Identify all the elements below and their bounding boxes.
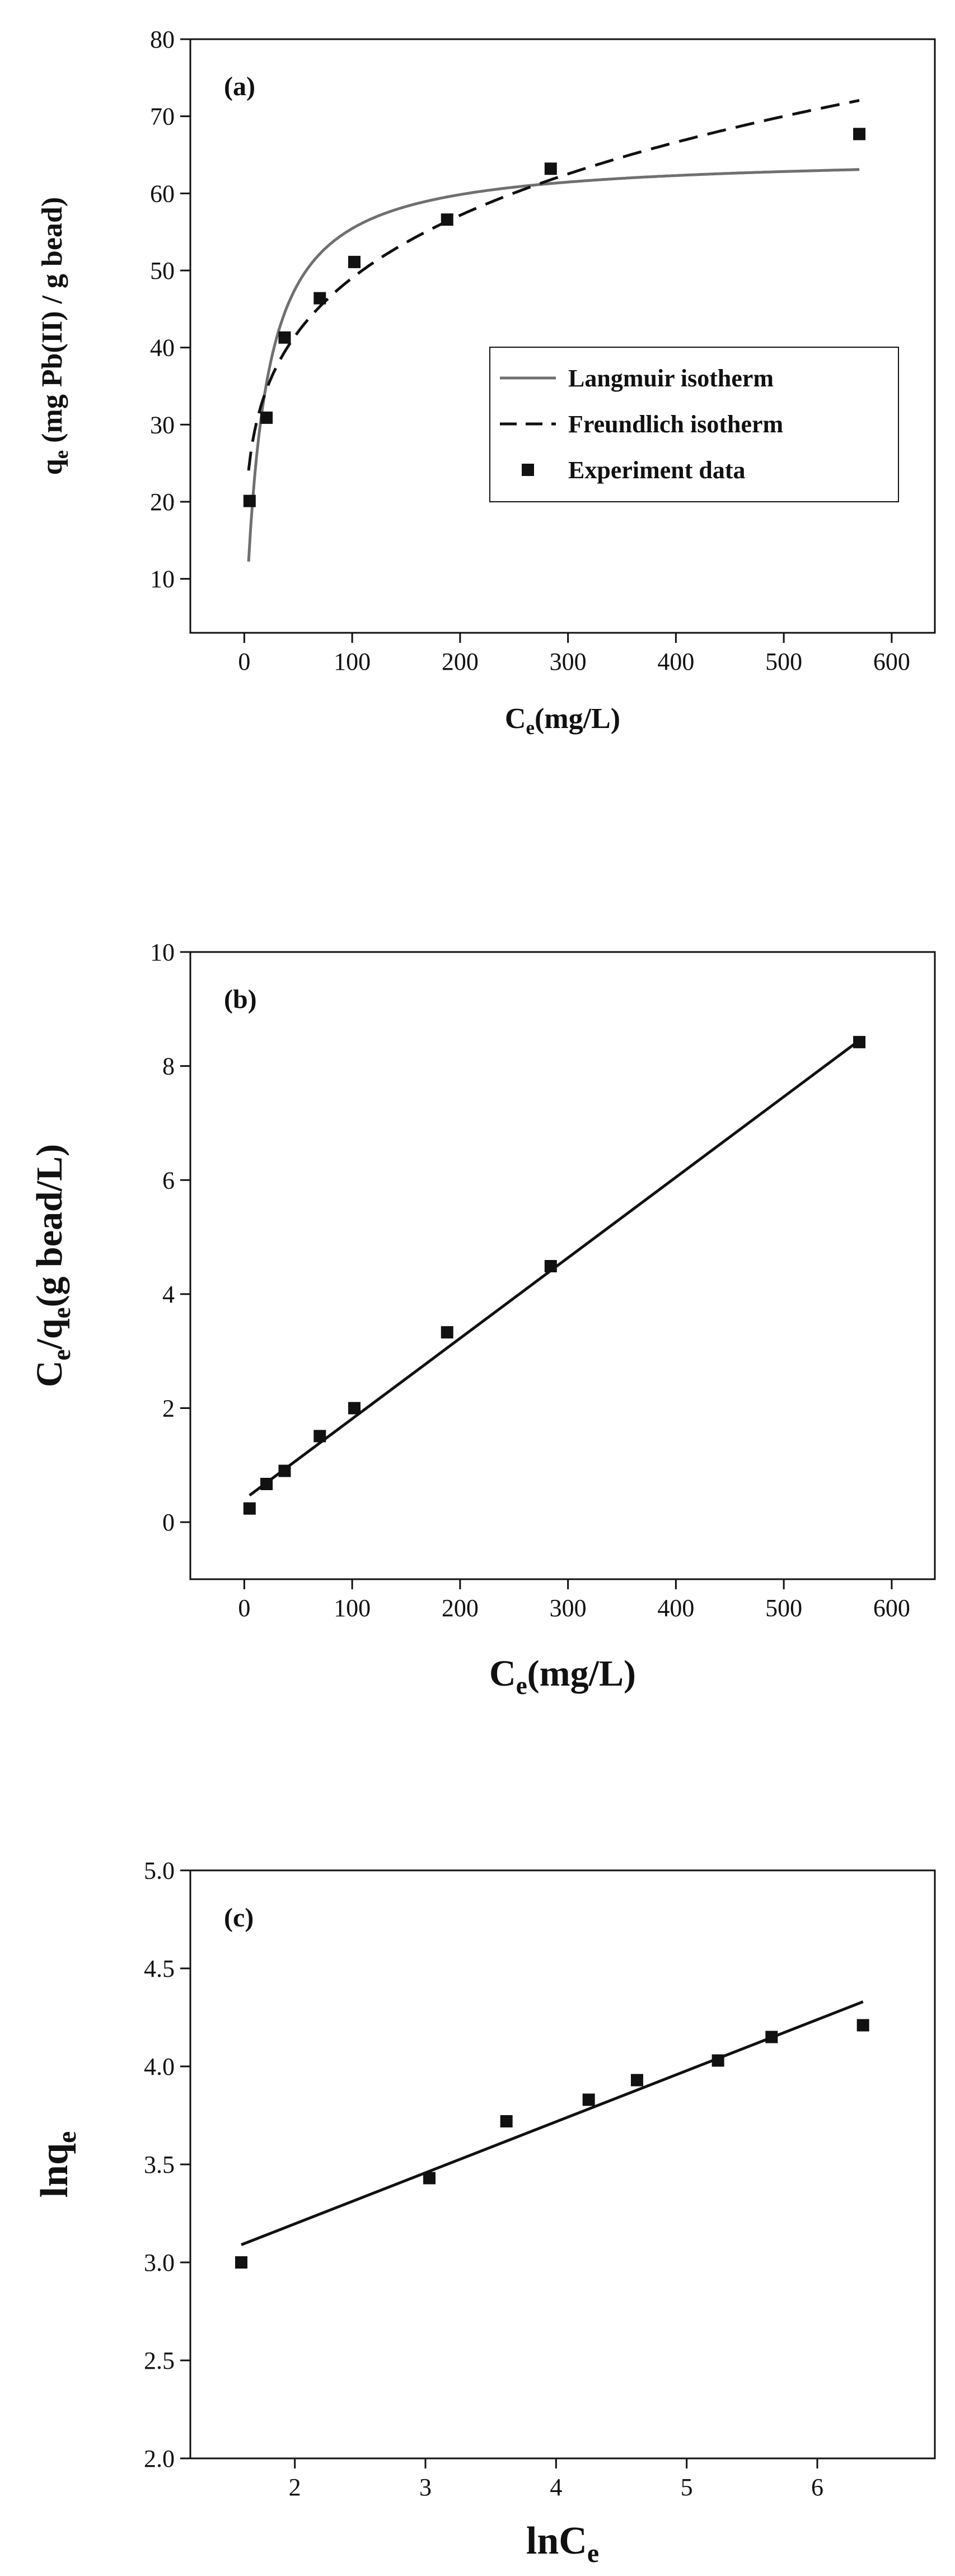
x-tick-label: 2 [289, 2474, 301, 2501]
data-point [500, 2115, 513, 2127]
data-point [544, 162, 557, 175]
x-axis-title: Ce(mg/L) [489, 1653, 636, 1700]
x-tick-label: 300 [550, 648, 587, 675]
data-point [853, 1035, 866, 1048]
data-point [631, 2074, 643, 2087]
plot-frame [189, 38, 936, 634]
data-point [278, 1464, 291, 1477]
x-axis-title: Ce(mg/L) [505, 703, 620, 739]
legend-swatch [522, 464, 534, 476]
x-tick-label: 200 [442, 648, 479, 675]
data-point [260, 411, 273, 424]
y-tick-label: 50 [150, 257, 175, 284]
y-tick-label: 8 [162, 1053, 175, 1080]
legend-entry: Experiment data [568, 456, 746, 484]
data-point [853, 128, 866, 141]
y-axis-title-subscript: e [48, 1307, 76, 1318]
y-tick-label: 4.0 [144, 2053, 175, 2080]
data-point [441, 213, 453, 226]
chart-c: 2 3 4 5 6 2.0 2.5 3.0 3.5 4.0 4.5 5.0 (c) lnCe lnqe [33, 1857, 936, 2568]
data-point [348, 255, 361, 268]
y-tick-label: 60 [150, 180, 175, 207]
y-tick-label: 0 [162, 1509, 175, 1536]
x-axis-title: lnCe [526, 2519, 599, 2568]
x-tick-label: 400 [657, 1594, 694, 1622]
freundlich-isotherm-line [247, 99, 860, 471]
y-axis-title: Ce/qe(g bead/L) [29, 1144, 76, 1387]
data-point [260, 1477, 273, 1490]
y-tick-label: 10 [150, 566, 175, 593]
y-tick-label: 2 [162, 1395, 175, 1422]
y-tick-label: 20 [150, 488, 175, 516]
y-tick-label: 3.0 [144, 2249, 175, 2276]
x-axis-title-subscript: e [516, 1672, 527, 1700]
chart-a: 0 100 200 300 400 500 600 10 20 30 40 50 60 70 80 (a) Ce… [36, 26, 936, 739]
x-tick-label: 100 [334, 648, 371, 675]
x-tick-label: 500 [765, 1594, 802, 1622]
x-tick-label: 0 [238, 648, 250, 675]
y-tick-label: 2.0 [144, 2445, 175, 2472]
y-tick-label: 5.0 [144, 1857, 175, 1884]
data-point [423, 2172, 436, 2185]
y-tick-label: 10 [150, 939, 175, 966]
data-point [278, 331, 291, 344]
y-axis-title-subscript: e [52, 2131, 82, 2143]
x-tick-label: 200 [442, 1594, 479, 1622]
x-tick-label: 4 [550, 2474, 562, 2501]
y-tick-label: 3.5 [144, 2151, 175, 2178]
langmuir-isotherm-line [247, 168, 860, 562]
y-axis-title: qe (mg Pb(II) / g bead) [36, 197, 72, 475]
x-axis-title-subscript: e [587, 2538, 599, 2568]
data-point [441, 1326, 453, 1339]
y-tick-label: 30 [150, 411, 175, 438]
data-point [313, 1430, 326, 1443]
x-tick-label: 600 [873, 648, 910, 675]
legend-entry: Langmuir isotherm [568, 365, 774, 392]
legend-box [489, 347, 899, 502]
y-tick-label: 6 [162, 1166, 175, 1194]
panel-label: (a) [224, 72, 255, 101]
data-point [243, 494, 256, 507]
data-point [856, 2019, 869, 2032]
y-tick-label: 2.5 [144, 2347, 175, 2374]
legend-entry: Freundlich isotherm [568, 410, 783, 438]
x-tick-label: 6 [811, 2474, 823, 2501]
y-tick-label: 4 [162, 1281, 175, 1308]
data-point [544, 1260, 557, 1273]
x-tick-label: 3 [419, 2474, 432, 2501]
data-point [313, 292, 326, 305]
x-tick-label: 5 [681, 2474, 693, 2501]
x-tick-label: 100 [334, 1594, 371, 1622]
plot-frame [189, 951, 936, 1580]
data-point [235, 2256, 247, 2269]
data-point [348, 1402, 361, 1415]
x-tick-label: 500 [765, 648, 802, 675]
fit-line [241, 2000, 864, 2246]
panel-label: (c) [224, 1903, 254, 1933]
y-tick-label: 40 [150, 334, 175, 362]
x-tick-label: 400 [657, 648, 694, 675]
chart-b: 0 100 200 300 400 500 600 0 2 4 6 8 10 (b) Ce(mg/L) Ce/… [29, 939, 936, 1700]
y-axis-title: lnqe [33, 2131, 82, 2198]
y-tick-label: 70 [150, 103, 175, 130]
data-point [765, 2031, 778, 2043]
y-axis-title-subscript: e [50, 450, 72, 459]
x-tick-label: 0 [238, 1594, 250, 1622]
y-tick-label: 80 [150, 26, 175, 53]
x-tick-label: 300 [550, 1594, 587, 1622]
data-point [711, 2054, 724, 2067]
panel-label: (b) [224, 984, 257, 1014]
y-tick-label: 4.5 [144, 1955, 175, 1982]
data-point [582, 2093, 595, 2106]
x-tick-label: 600 [873, 1594, 910, 1622]
data-point [243, 1502, 256, 1515]
y-axis-title-subscript: e [48, 1349, 76, 1360]
x-axis-title-subscript: e [526, 717, 535, 739]
